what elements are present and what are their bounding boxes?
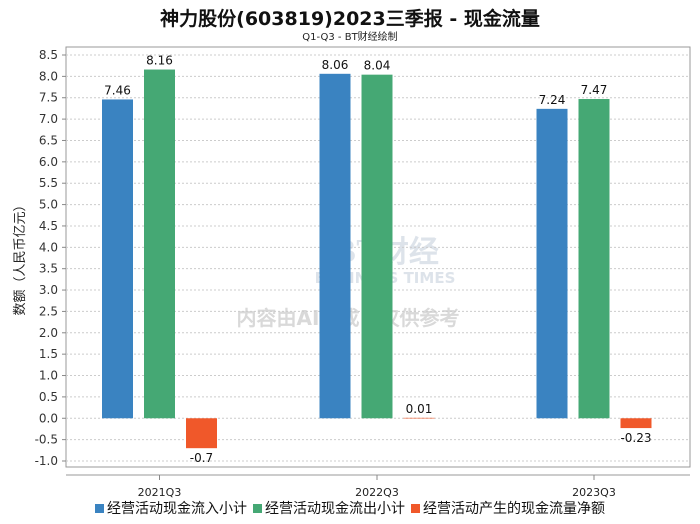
y-tick-label: 6.0 <box>39 155 58 169</box>
chart-legend: 经营活动现金流入小计 经营活动现金流出小计 经营活动产生的现金流量净额 <box>0 498 700 518</box>
bar-2 <box>578 99 610 419</box>
legend-item[interactable]: 经营活动产生的现金流量净额 <box>411 501 605 517</box>
bar-2 <box>361 74 393 419</box>
x-tick-label: 2022Q3 <box>355 486 399 499</box>
data-label: 7.46 <box>104 83 131 97</box>
x-tick-label: 2023Q3 <box>572 486 616 499</box>
bar-3 <box>620 418 652 429</box>
y-tick-label: 7.5 <box>39 91 58 105</box>
bar-1 <box>319 73 351 419</box>
legend-label: 经营活动产生的现金流量净额 <box>423 501 605 517</box>
data-label: -0.23 <box>620 431 651 445</box>
legend-swatch <box>411 504 420 513</box>
y-tick-label: 5.0 <box>39 198 58 212</box>
bar-3 <box>186 418 217 449</box>
y-tick-label: 4.0 <box>39 240 58 254</box>
y-tick-label: -0.5 <box>35 433 58 447</box>
legend-label: 经营活动现金流出小计 <box>265 501 405 517</box>
y-tick-label: 1.5 <box>39 347 58 361</box>
chart-subtitle: Q1-Q3 - BT财经绘制 <box>302 32 398 43</box>
y-tick-label: 4.5 <box>39 219 58 233</box>
legend-swatch <box>95 504 104 513</box>
bar-2 <box>144 69 175 419</box>
legend-item[interactable]: 经营活动现金流出小计 <box>253 501 405 517</box>
y-tick-label: -1.0 <box>35 454 58 468</box>
data-label: 7.24 <box>539 93 566 107</box>
legend-item[interactable]: 经营活动现金流入小计 <box>95 501 247 517</box>
x-tick-label: 2021Q3 <box>138 486 182 499</box>
y-tick-label: 2.0 <box>39 326 58 340</box>
data-label: 8.16 <box>146 54 173 68</box>
bar-3 <box>403 417 435 419</box>
bar-1 <box>536 108 568 419</box>
y-tick-label: 2.5 <box>39 304 58 318</box>
data-label: 0.01 <box>406 402 433 416</box>
bar-1 <box>102 99 133 419</box>
y-tick-label: 6.5 <box>39 133 58 147</box>
y-tick-label: 5.5 <box>39 176 58 190</box>
y-tick-label: 3.0 <box>39 283 58 297</box>
legend-label: 经营活动现金流入小计 <box>107 501 247 517</box>
y-tick-label: 3.5 <box>39 262 58 276</box>
y-axis-label: 数额（人民币亿元） <box>13 198 28 315</box>
y-tick-label: 0.0 <box>39 411 58 425</box>
chart-title: 神力股份(603819)2023三季报 - 现金流量 <box>160 8 540 30</box>
y-tick-label: 7.0 <box>39 112 58 126</box>
data-label: -0.7 <box>190 451 213 465</box>
y-tick-label: 0.5 <box>39 390 58 404</box>
data-label: 7.47 <box>581 83 608 97</box>
y-tick-label: 1.0 <box>39 369 58 383</box>
y-tick-label: 8.5 <box>39 48 58 62</box>
y-tick-label: 8.0 <box>39 69 58 83</box>
data-label: 8.06 <box>322 58 349 72</box>
data-label: 8.04 <box>364 59 391 73</box>
legend-swatch <box>253 504 262 513</box>
